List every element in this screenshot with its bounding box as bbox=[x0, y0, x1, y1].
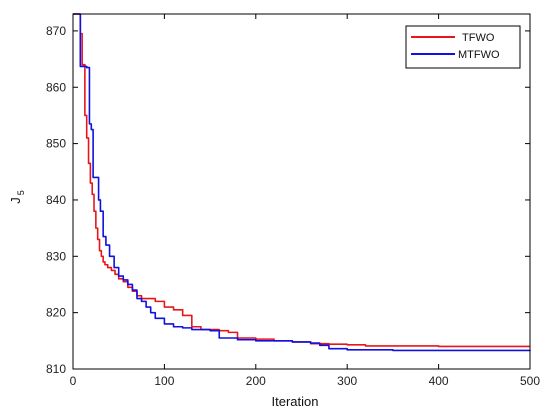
x-tick-label: 500 bbox=[520, 374, 540, 388]
y-tick-label: 870 bbox=[46, 24, 66, 38]
svg-text:J5: J5 bbox=[8, 190, 26, 204]
y-axis-label-subscript: 5 bbox=[16, 190, 26, 195]
plot-frame bbox=[72, 13, 531, 370]
y-tick-label: 860 bbox=[46, 80, 66, 94]
plot-background bbox=[73, 14, 530, 369]
y-tick-label: 840 bbox=[46, 193, 66, 207]
legend-box bbox=[405, 25, 521, 69]
y-axis-label: J5 bbox=[8, 190, 26, 204]
x-tick-label: 100 bbox=[154, 374, 174, 388]
legend-label-mtfwo: MTFWO bbox=[458, 49, 500, 61]
series-lines bbox=[73, 13, 531, 352]
series-line-mtfwo bbox=[73, 13, 531, 352]
x-tick-label: 0 bbox=[70, 374, 77, 388]
y-axis-ticks: 810 820 830 840 850 860 870 bbox=[46, 24, 530, 376]
y-tick-label: 820 bbox=[46, 306, 66, 320]
legend-label-tfwo: TFWO bbox=[462, 32, 495, 44]
plot-area bbox=[73, 14, 530, 369]
y-axis-label-main: J bbox=[8, 197, 23, 204]
legend: TFWO MTFWO bbox=[405, 25, 521, 69]
x-axis-label: Iteration bbox=[272, 394, 319, 409]
y-tick-label: 810 bbox=[46, 362, 66, 376]
x-tick-label: 400 bbox=[429, 374, 449, 388]
axes-frame bbox=[72, 13, 531, 370]
y-tick-label: 830 bbox=[46, 249, 66, 263]
y-tick-label: 850 bbox=[46, 137, 66, 151]
x-tick-label: 200 bbox=[246, 374, 266, 388]
x-axis-ticks: 0 100 200 300 400 500 bbox=[70, 14, 540, 388]
x-tick-label: 300 bbox=[337, 374, 357, 388]
